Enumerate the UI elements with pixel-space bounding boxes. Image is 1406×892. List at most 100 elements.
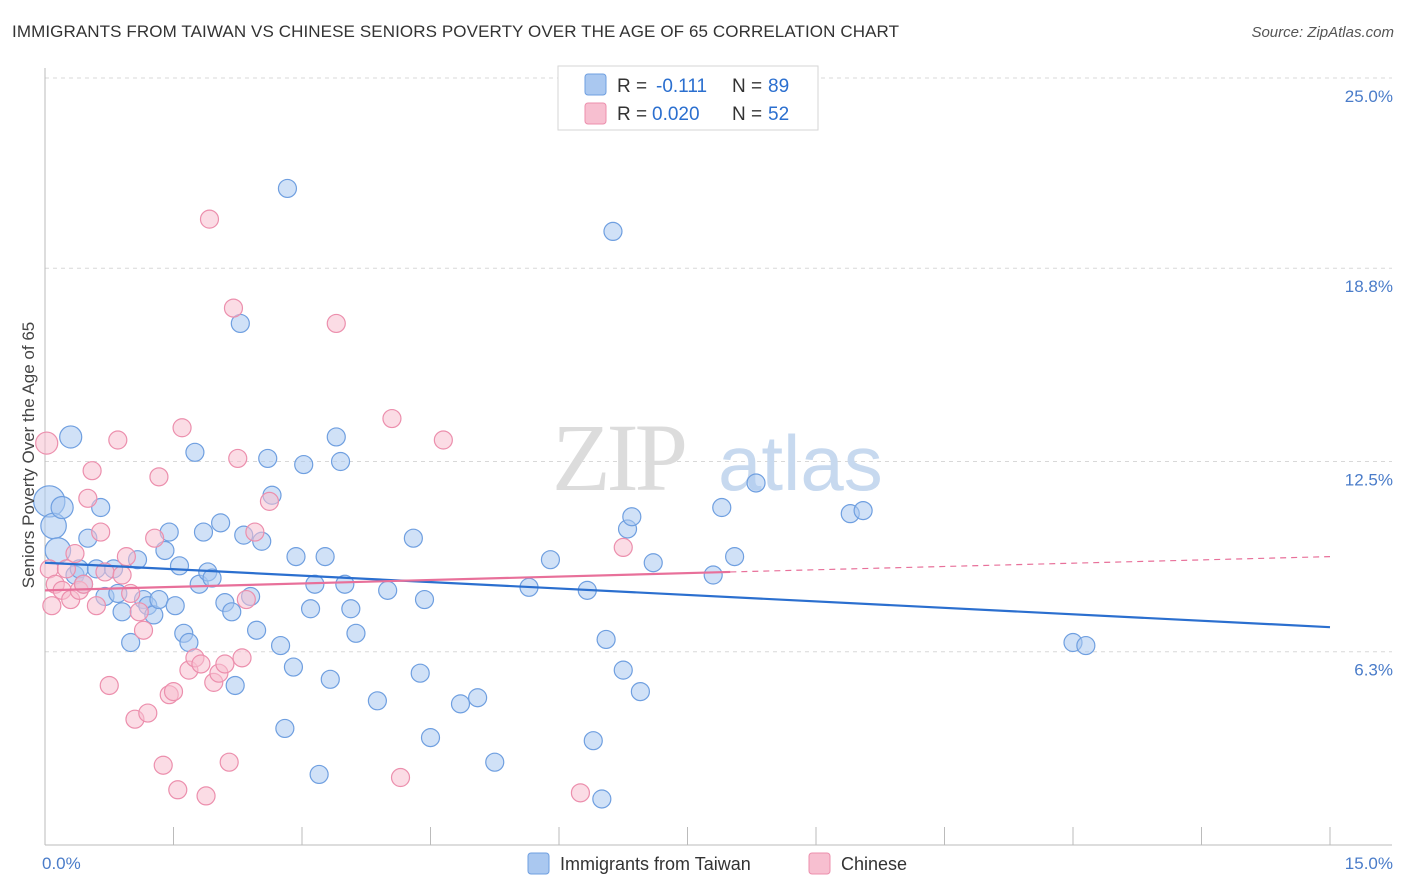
trend-line-chinese-extension xyxy=(730,556,1331,573)
data-point-taiwan xyxy=(193,522,214,542)
data-point-chinese xyxy=(133,620,154,640)
data-point-taiwan xyxy=(309,764,329,785)
data-point-taiwan xyxy=(346,623,366,643)
data-point-chinese xyxy=(145,528,165,548)
data-point-chinese xyxy=(65,543,85,564)
data-point-taiwan xyxy=(853,500,873,521)
data-point-chinese xyxy=(259,491,280,511)
bottom-legend-label-chinese: Chinese xyxy=(841,854,907,874)
data-point-chinese xyxy=(390,767,411,788)
data-point-chinese xyxy=(149,467,169,487)
data-point-taiwan xyxy=(335,574,355,594)
y-tick-label: 18.8% xyxy=(1345,277,1393,296)
y-tick-label: 6.3% xyxy=(1354,661,1393,680)
data-point-chinese xyxy=(433,430,453,450)
data-point-taiwan xyxy=(450,694,471,714)
data-point-taiwan xyxy=(258,448,278,469)
data-point-taiwan xyxy=(121,632,141,653)
data-point-taiwan xyxy=(149,589,169,610)
y-tick-labels: 6.3% 12.5% 18.8% 25.0% xyxy=(1345,87,1393,680)
series-legend: Immigrants from Taiwan Chinese xyxy=(527,852,907,875)
data-point-taiwan xyxy=(165,596,185,616)
data-point-taiwan xyxy=(485,752,505,772)
axes xyxy=(44,68,1392,846)
data-point-chinese xyxy=(78,488,98,508)
data-point-taiwan xyxy=(540,550,561,570)
source-credit: Source: ZipAtlas.com xyxy=(1251,24,1394,41)
watermark-atlas: atlas xyxy=(718,419,883,507)
data-point-taiwan xyxy=(703,565,723,585)
data-point-chinese xyxy=(129,602,149,622)
legend-n-value-chinese: 52 xyxy=(768,104,789,125)
data-point-taiwan xyxy=(367,691,387,711)
data-point-taiwan xyxy=(403,528,423,548)
data-point-chinese xyxy=(86,596,107,616)
data-point-taiwan xyxy=(596,629,616,650)
legend-r-value-chinese: 0.020 xyxy=(652,104,700,125)
data-point-chinese xyxy=(168,780,188,800)
series-chinese-points xyxy=(35,209,633,806)
data-point-chinese xyxy=(82,461,102,481)
data-point-chinese xyxy=(215,654,235,674)
data-point-taiwan xyxy=(270,635,291,656)
data-point-taiwan xyxy=(603,221,623,241)
bottom-legend-swatch-taiwan xyxy=(527,852,550,875)
x-tick-label: 0.0% xyxy=(42,854,81,873)
data-point-taiwan xyxy=(341,599,361,619)
series-taiwan-points xyxy=(33,178,1096,809)
data-point-chinese xyxy=(326,313,346,334)
data-point-taiwan xyxy=(592,789,612,809)
chart-title: IMMIGRANTS FROM TAIWAN VS CHINESE SENIOR… xyxy=(12,22,900,41)
trend-line-taiwan xyxy=(44,561,1331,629)
data-point-taiwan xyxy=(246,620,267,640)
data-point-chinese xyxy=(138,703,158,723)
data-point-chinese xyxy=(116,547,136,567)
legend-n-value-taiwan: 89 xyxy=(768,76,789,97)
data-point-taiwan xyxy=(112,602,132,622)
data-point-taiwan xyxy=(468,688,488,708)
data-point-chinese xyxy=(112,565,132,585)
grid-lines xyxy=(45,77,1392,653)
correlation-legend: R = -0.111 N = 89 R = 0.020 N = 52 xyxy=(557,65,819,131)
data-point-chinese xyxy=(219,752,239,772)
data-point-taiwan xyxy=(50,495,74,520)
data-point-taiwan xyxy=(378,580,398,600)
data-point-chinese xyxy=(382,408,402,429)
data-point-taiwan xyxy=(286,547,306,567)
data-point-taiwan xyxy=(583,731,603,751)
data-point-chinese xyxy=(232,648,252,668)
data-point-taiwan xyxy=(185,442,205,462)
legend-r-value-taiwan: -0.111 xyxy=(656,76,707,97)
data-point-taiwan xyxy=(613,660,633,680)
bottom-legend-swatch-chinese xyxy=(808,852,831,875)
data-point-taiwan xyxy=(59,425,83,449)
data-point-taiwan xyxy=(410,663,430,683)
legend-r-label: R = xyxy=(617,76,647,97)
data-point-taiwan xyxy=(622,507,642,527)
watermark-zip: ZIP xyxy=(552,404,685,511)
data-point-taiwan xyxy=(300,599,321,619)
data-point-taiwan xyxy=(414,589,435,610)
data-point-taiwan xyxy=(283,657,304,677)
data-point-taiwan xyxy=(277,178,298,199)
data-point-taiwan xyxy=(225,675,245,696)
trend-line-chinese xyxy=(44,570,731,592)
data-point-chinese xyxy=(91,522,111,542)
data-point-taiwan xyxy=(746,473,766,493)
data-point-chinese xyxy=(199,209,220,229)
data-point-chinese xyxy=(108,430,128,450)
data-point-chinese xyxy=(245,522,265,542)
data-point-chinese xyxy=(35,431,59,455)
data-point-taiwan xyxy=(315,547,335,567)
data-point-taiwan xyxy=(211,513,231,533)
data-point-taiwan xyxy=(330,451,351,472)
data-point-taiwan xyxy=(202,568,222,588)
data-point-chinese xyxy=(570,783,591,803)
data-point-taiwan xyxy=(725,547,745,567)
data-point-chinese xyxy=(153,755,173,775)
data-point-taiwan xyxy=(630,681,650,702)
data-point-chinese xyxy=(42,596,62,616)
legend-n-label: N = xyxy=(732,104,762,125)
watermark: ZIP atlas xyxy=(552,404,883,511)
legend-r-label: R = xyxy=(617,104,647,125)
